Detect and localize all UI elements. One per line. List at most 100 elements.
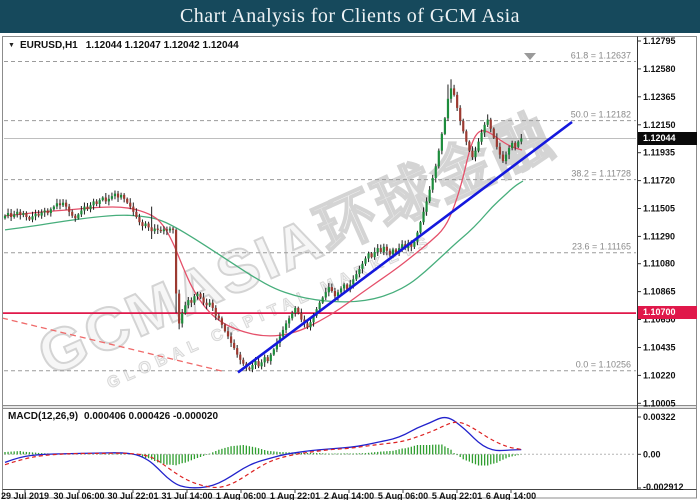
candle[interactable] bbox=[437, 148, 440, 169]
candle[interactable] bbox=[504, 151, 508, 165]
candle[interactable] bbox=[477, 138, 480, 153]
candle[interactable] bbox=[260, 359, 263, 370]
candle[interactable] bbox=[159, 226, 162, 233]
candle[interactable] bbox=[171, 226, 175, 234]
candle[interactable] bbox=[214, 305, 217, 321]
candle[interactable] bbox=[65, 199, 68, 210]
candle[interactable] bbox=[226, 326, 230, 340]
candle[interactable] bbox=[269, 352, 272, 365]
candlesticks[interactable] bbox=[3, 79, 523, 373]
candle[interactable] bbox=[263, 354, 266, 367]
candle[interactable] bbox=[514, 141, 517, 151]
candle[interactable] bbox=[449, 79, 453, 103]
candle[interactable] bbox=[13, 210, 16, 219]
candle[interactable] bbox=[248, 366, 251, 371]
candle[interactable] bbox=[147, 221, 150, 231]
candle[interactable] bbox=[58, 199, 62, 210]
candle[interactable] bbox=[110, 192, 114, 201]
candle[interactable] bbox=[55, 198, 59, 210]
ma-slow-line[interactable] bbox=[4, 180, 524, 303]
candle[interactable] bbox=[37, 210, 40, 218]
candle[interactable] bbox=[480, 129, 483, 145]
candle[interactable] bbox=[116, 190, 120, 202]
candle[interactable] bbox=[141, 219, 144, 231]
candle[interactable] bbox=[275, 338, 278, 353]
candle[interactable] bbox=[419, 220, 422, 234]
candle[interactable] bbox=[98, 198, 101, 208]
candle[interactable] bbox=[49, 207, 52, 217]
candle[interactable] bbox=[517, 140, 520, 149]
candle[interactable] bbox=[202, 293, 205, 306]
candle[interactable] bbox=[425, 197, 428, 216]
candle[interactable] bbox=[324, 287, 327, 301]
candle[interactable] bbox=[498, 142, 502, 159]
candle[interactable] bbox=[364, 256, 367, 266]
candle[interactable] bbox=[77, 213, 80, 220]
candle[interactable] bbox=[178, 289, 181, 330]
candle[interactable] bbox=[119, 192, 123, 200]
candle[interactable] bbox=[291, 310, 294, 321]
candle[interactable] bbox=[434, 163, 437, 183]
candle[interactable] bbox=[193, 294, 196, 305]
candle[interactable] bbox=[10, 209, 13, 221]
candle[interactable] bbox=[132, 202, 135, 216]
candle[interactable] bbox=[507, 145, 511, 160]
candle[interactable] bbox=[443, 117, 447, 136]
candle[interactable] bbox=[217, 313, 220, 321]
candle[interactable] bbox=[511, 140, 514, 151]
candle[interactable] bbox=[495, 133, 498, 150]
candle[interactable] bbox=[468, 140, 471, 152]
candle[interactable] bbox=[89, 202, 92, 213]
candle[interactable] bbox=[174, 228, 178, 314]
candle[interactable] bbox=[446, 84, 450, 121]
candle[interactable] bbox=[187, 297, 190, 309]
candle[interactable] bbox=[184, 301, 187, 315]
candle[interactable] bbox=[492, 127, 495, 139]
candle[interactable] bbox=[361, 261, 364, 274]
macd-signal-line[interactable] bbox=[4, 421, 522, 489]
candle[interactable] bbox=[165, 226, 169, 236]
candle[interactable] bbox=[321, 296, 324, 304]
candle[interactable] bbox=[123, 193, 126, 203]
candle[interactable] bbox=[220, 316, 224, 329]
candle[interactable] bbox=[153, 224, 156, 234]
candle[interactable] bbox=[388, 248, 392, 257]
candle[interactable] bbox=[46, 208, 49, 216]
chevron-down-icon[interactable]: ▼ bbox=[8, 42, 15, 49]
descending-dashed-trendline[interactable] bbox=[1, 317, 223, 372]
candle[interactable] bbox=[144, 221, 147, 229]
candle[interactable] bbox=[355, 270, 358, 282]
candle[interactable] bbox=[80, 206, 83, 217]
ma-fast-line[interactable] bbox=[4, 130, 523, 337]
candle[interactable] bbox=[288, 315, 291, 328]
candle[interactable] bbox=[459, 105, 462, 126]
candle[interactable] bbox=[520, 134, 523, 145]
candle[interactable] bbox=[339, 286, 343, 295]
candle[interactable] bbox=[422, 207, 425, 225]
candle[interactable] bbox=[343, 282, 346, 292]
candle[interactable] bbox=[31, 211, 34, 223]
candle[interactable] bbox=[83, 202, 86, 215]
candle[interactable] bbox=[71, 209, 74, 218]
candle[interactable] bbox=[43, 207, 46, 217]
candle[interactable] bbox=[101, 196, 104, 202]
candle[interactable] bbox=[211, 299, 214, 311]
candle[interactable] bbox=[370, 252, 373, 259]
candle[interactable] bbox=[382, 243, 385, 256]
candle[interactable] bbox=[333, 287, 337, 300]
candle[interactable] bbox=[199, 292, 202, 299]
candle[interactable] bbox=[257, 357, 260, 369]
ascending-trendline[interactable] bbox=[237, 120, 573, 374]
candle[interactable] bbox=[61, 199, 65, 207]
candle[interactable] bbox=[281, 326, 285, 339]
candle[interactable] bbox=[233, 339, 236, 350]
candle[interactable] bbox=[150, 206, 153, 239]
candle[interactable] bbox=[385, 244, 388, 256]
candle[interactable] bbox=[16, 208, 19, 218]
candle[interactable] bbox=[309, 319, 312, 331]
candle[interactable] bbox=[104, 193, 107, 204]
symbol-header[interactable]: ▼ EURUSD,H1 1.12044 1.12047 1.12042 1.1204… bbox=[8, 40, 239, 51]
candle[interactable] bbox=[239, 351, 242, 365]
panel-splitter[interactable] bbox=[3, 405, 696, 409]
candle[interactable] bbox=[181, 309, 184, 328]
